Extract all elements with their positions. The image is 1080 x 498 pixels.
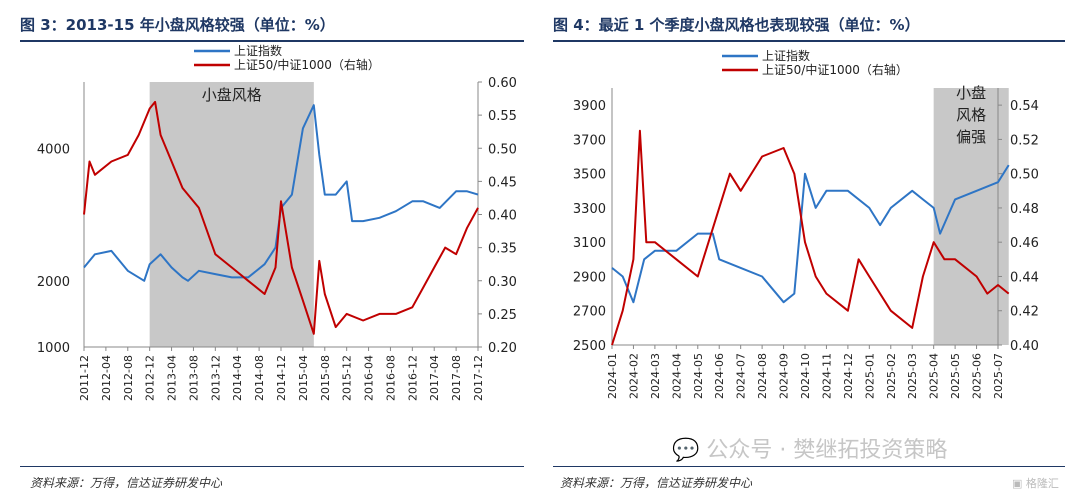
chart-4-x-tick: 2024-10 [799, 353, 812, 399]
chart-4-title: 图 4：最近 1 个季度小盘风格也表现较强（单位：%） [553, 16, 920, 34]
watermark: 💬 公众号 · 樊继拓投资策略 [672, 432, 947, 464]
chart-4-left-tick: 2900 [573, 270, 606, 285]
chart-4-x-tick: 2025-06 [971, 353, 984, 399]
chart-4-x-tick: 2025-07 [992, 353, 1005, 399]
chart-3-x-tick: 2014-04 [231, 355, 244, 401]
chart-3-x-tick: 2017-08 [450, 355, 463, 401]
chart-4-source-rule [553, 466, 1065, 467]
chart-4-x-tick: 2025-02 [885, 353, 898, 399]
chart-3-x-tick: 2015-04 [297, 355, 310, 401]
chart-3-series-ratio-line [83, 100, 479, 335]
chart-3-x-tick: 2012-04 [100, 355, 113, 401]
chart-4-legend-label: 上证指数 [762, 48, 810, 63]
chart-4-series-ratio-line [611, 129, 1010, 346]
chart-4-right-tick: 0.48 [1010, 202, 1039, 217]
chart-4-right-tick: 0.42 [1010, 305, 1039, 320]
chart-4-x-tick: 2024-11 [820, 353, 833, 399]
chart-3-x-tick: 2016-08 [384, 355, 397, 401]
chart-3-left-tick: 1000 [37, 341, 70, 356]
chart-4-left-tick: 2700 [573, 305, 606, 320]
chart-4-x-tick: 2024-05 [692, 353, 705, 399]
chart-3-x-tick: 2017-04 [428, 355, 441, 401]
chart-4-x-tick: 2024-06 [713, 353, 726, 399]
chart-4-left-tick: 3700 [573, 133, 606, 148]
chart-3-series-shanghai-index [83, 104, 479, 282]
chart-3-x-tick: 2016-04 [363, 355, 376, 401]
chart-3-right-tick: 0.35 [488, 242, 517, 257]
chart-3-x-tick: 2013-04 [166, 355, 179, 401]
chart-3-right-tick: 0.30 [488, 275, 517, 290]
watermark-text: 公众号 · 樊继拓投资策略 [706, 438, 948, 463]
chart-4-right-tick: 0.44 [1010, 270, 1039, 285]
watermark-logo-text: 格隆汇 [1025, 477, 1059, 490]
chart-3-x-tick: 2016-12 [406, 355, 419, 401]
logo-icon: ▣ [1012, 477, 1023, 490]
chart-4-right-tick: 0.52 [1010, 133, 1039, 148]
chart-3-left-tick: 4000 [37, 142, 70, 157]
chart-4-right-tick: 0.50 [1010, 168, 1039, 183]
chart-3-legend-label: 上证50/中证1000（右轴） [234, 57, 380, 72]
chart-3-x-tick: 2017-12 [472, 355, 485, 401]
chart-4-x-tick: 2024-04 [670, 353, 683, 399]
chart-3-title: 图 3：2013-15 年小盘风格较强（单位：%） [20, 16, 335, 34]
chart-4-x-tick: 2024-12 [842, 353, 855, 399]
chart-4-title-rule [553, 40, 1065, 42]
chart-3-x-tick: 2012-12 [144, 355, 157, 401]
watermark-logo: ▣ 格隆汇 [1012, 475, 1059, 491]
chart-4-x-tick: 2024-09 [778, 353, 791, 399]
chart-4-shaded-label: 小盘风格偏强 [956, 84, 986, 146]
chart-3-right-tick: 0.25 [488, 308, 517, 323]
chart-4-shaded-region [933, 88, 1009, 345]
chart-4-x-tick: 2024-03 [649, 353, 662, 399]
chart-4-x-tick: 2024-08 [756, 353, 769, 399]
chart-3-right-tick: 0.60 [488, 76, 517, 91]
chart-3-source: 资料来源：万得，信达证券研发中心 [30, 476, 223, 490]
wechat-icon: 💬 [672, 438, 700, 463]
chart-3-x-tick: 2015-12 [341, 355, 354, 401]
chart-4-right-tick: 0.46 [1010, 236, 1039, 251]
chart-3-x-tick: 2014-08 [253, 355, 266, 401]
chart-4-left-tick: 2500 [573, 339, 606, 354]
chart-3-left-tick: 2000 [37, 275, 70, 290]
chart-4-x-tick: 2025-01 [863, 353, 876, 399]
chart-4-left-tick: 3300 [573, 202, 606, 217]
chart-4-x-tick: 2025-04 [928, 353, 941, 399]
chart-3-source-rule [20, 466, 524, 467]
chart-4-x-tick: 2025-03 [906, 353, 919, 399]
chart-3-right-tick: 0.55 [488, 109, 517, 124]
chart-4-x-tick: 2024-07 [735, 353, 748, 399]
chart-3-x-tick: 2015-08 [319, 355, 332, 401]
chart-3-right-tick: 0.50 [488, 142, 517, 157]
chart-4-source: 资料来源：万得，信达证券研发中心 [560, 476, 753, 490]
chart-3-x-tick: 2014-12 [275, 355, 288, 401]
chart-3-x-tick: 2011-12 [78, 355, 91, 401]
chart-4-right-tick: 0.54 [1010, 99, 1039, 114]
chart-3-shaded-label: 小盘风格 [202, 86, 262, 104]
chart-4-left-tick: 3900 [573, 99, 606, 114]
chart-3-right-tick: 0.45 [488, 175, 517, 190]
chart-3-legend-label: 上证指数 [234, 43, 282, 58]
chart-3-right-tick: 0.40 [488, 209, 517, 224]
chart-3-title-rule [20, 40, 524, 42]
chart-4-x-tick: 2025-05 [949, 353, 962, 399]
chart-3-shaded-region [149, 82, 314, 347]
chart-3-x-tick: 2013-08 [187, 355, 200, 401]
chart-4-x-tick: 2024-02 [627, 353, 640, 399]
chart-3-x-tick: 2013-12 [209, 355, 222, 401]
chart-4-left-tick: 3500 [573, 168, 606, 183]
chart-4-x-tick: 2024-01 [606, 353, 619, 399]
chart-4-right-tick: 0.40 [1010, 339, 1039, 354]
chart-4-legend-label: 上证50/中证1000（右轴） [762, 62, 908, 77]
chart-3-x-tick: 2012-08 [122, 355, 135, 401]
chart-4-left-tick: 3100 [573, 236, 606, 251]
chart-3-right-tick: 0.20 [488, 341, 517, 356]
